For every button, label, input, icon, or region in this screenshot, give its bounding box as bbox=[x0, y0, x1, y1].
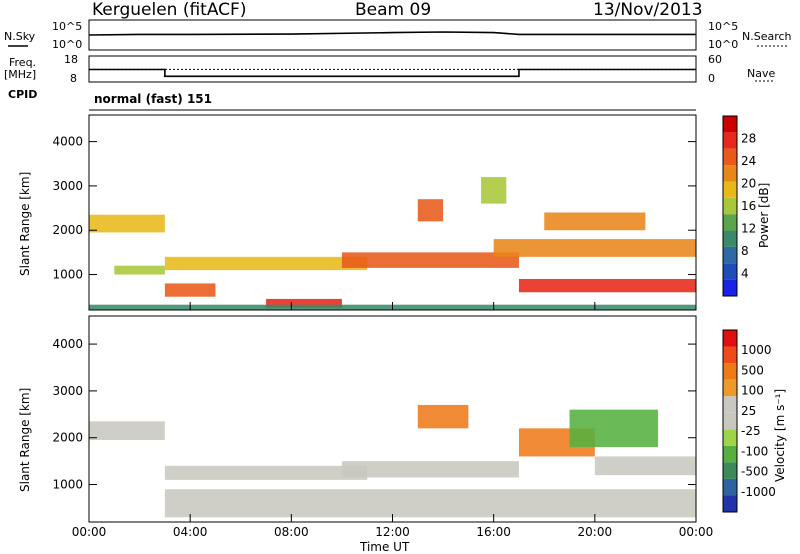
velocity-colorbar-cell bbox=[723, 330, 737, 347]
nsky-line bbox=[88, 31, 696, 36]
power-band-9 bbox=[481, 177, 507, 204]
power-colorbar-tick: 28 bbox=[741, 132, 756, 146]
velocity-colorbar-cell bbox=[723, 396, 737, 413]
velocity-colorbar-tick: -100 bbox=[741, 444, 768, 458]
velocity-colorbar-tick: 100 bbox=[741, 384, 764, 398]
nave-tick-bottom: 0 bbox=[708, 72, 715, 85]
x-tick-label: 04:00 bbox=[173, 525, 208, 539]
power-ytick-label: 3000 bbox=[52, 179, 83, 193]
date-title: 13/Nov/2013 bbox=[593, 0, 703, 20]
power-band-10 bbox=[544, 212, 646, 231]
freq-label: Freq. bbox=[9, 56, 37, 69]
beam-title: Beam 09 bbox=[355, 0, 432, 20]
velocity-colorbar-tick: 500 bbox=[741, 363, 764, 377]
velocity-colorbar-cell bbox=[723, 346, 737, 364]
x-tick-label: 00:00 bbox=[679, 525, 714, 539]
power-band-1 bbox=[114, 265, 165, 275]
velocity-band-6 bbox=[417, 404, 469, 429]
velocity-band-2 bbox=[164, 489, 696, 518]
freq-line bbox=[89, 68, 696, 78]
power-ytick-label: 4000 bbox=[52, 135, 83, 149]
nsearch-tick-bottom: 10^0 bbox=[708, 38, 739, 51]
power-colorbar-tick: 20 bbox=[741, 177, 756, 191]
nave-tick-top: 60 bbox=[708, 53, 722, 66]
power-band-4 bbox=[493, 239, 696, 257]
power-ytick-label: 2000 bbox=[52, 223, 83, 237]
x-tick-label: 16:00 bbox=[476, 525, 511, 539]
power-colorbar-frame bbox=[722, 115, 738, 297]
nsky-label: N.Sky bbox=[4, 30, 36, 43]
power-colorbar-cell bbox=[723, 148, 737, 166]
x-tick-label: 08:00 bbox=[274, 525, 309, 539]
velocity-colorbar-tick: -25 bbox=[741, 424, 761, 438]
velocity-band-5 bbox=[569, 409, 659, 448]
power-band-3 bbox=[341, 252, 519, 268]
velocity-colorbar-tick: -500 bbox=[741, 465, 768, 479]
velocity-colorbar-tick: 1000 bbox=[741, 343, 772, 357]
freq-tick-top: 18 bbox=[64, 53, 78, 66]
power-band-5 bbox=[518, 278, 696, 293]
power-colorbar-cell bbox=[723, 214, 737, 231]
velocity-colorbar-tick: -1000 bbox=[741, 485, 776, 499]
velocity-ytick-label: 1000 bbox=[52, 478, 83, 492]
velocity-colorbar-cell bbox=[723, 429, 737, 446]
power-colorbar-tick: 12 bbox=[741, 222, 756, 236]
x-tick-label: 12:00 bbox=[375, 525, 410, 539]
velocity-band-1 bbox=[164, 465, 368, 480]
velocity-band-3 bbox=[341, 461, 519, 478]
nsky-tick-bottom: 10^0 bbox=[52, 38, 83, 51]
x-tick-label: 20:00 bbox=[578, 525, 613, 539]
velocity-colorbar-cell bbox=[723, 412, 737, 430]
velocity-ytick-label: 4000 bbox=[52, 337, 83, 351]
power-band-7 bbox=[164, 283, 216, 297]
power-colorbar-tick: 16 bbox=[741, 199, 756, 213]
power-colorbar-cell bbox=[723, 165, 737, 182]
velocity-band-7 bbox=[594, 456, 696, 476]
site-title: Kerguelen (fitACF) bbox=[92, 0, 247, 20]
velocity-ytick-label: 3000 bbox=[52, 384, 83, 398]
power-band-0 bbox=[89, 214, 165, 233]
power-colorbar-cell bbox=[723, 116, 737, 133]
power-colorbar-cell bbox=[723, 197, 737, 215]
power-colorbar-tick: 8 bbox=[741, 244, 749, 258]
power-band-2 bbox=[164, 256, 368, 271]
power-colorbar-tick: 24 bbox=[741, 154, 756, 168]
velocity-colorbar-cell bbox=[723, 495, 737, 512]
nsearch-tick-top: 10^5 bbox=[708, 20, 739, 33]
power-colorbar-cell bbox=[723, 263, 737, 280]
velocity-colorbar-tick: 25 bbox=[741, 404, 756, 418]
velocity-colorbar-cell bbox=[723, 462, 737, 479]
power-colorbar-cell bbox=[723, 279, 737, 296]
power-colorbar-cell bbox=[723, 181, 737, 198]
power-band-8 bbox=[417, 199, 444, 222]
velocity-ytick-label: 2000 bbox=[52, 431, 83, 445]
velocity-colorbar-cell bbox=[723, 379, 737, 397]
velocity-band-0 bbox=[89, 421, 165, 441]
x-axis-label: Time UT bbox=[360, 540, 410, 554]
velocity-colorbar-frame bbox=[722, 329, 738, 513]
cpid-text: normal (fast) 151 bbox=[94, 92, 212, 106]
power-ytick-label: 1000 bbox=[52, 268, 83, 282]
velocity-colorbar-cell bbox=[723, 478, 737, 496]
nsky-tick-top: 10^5 bbox=[52, 20, 83, 33]
power-colorbar-cell bbox=[723, 132, 737, 149]
x-tick-label: 00:00 bbox=[72, 525, 107, 539]
nave-label: Nave bbox=[747, 67, 776, 80]
power-colorbar-cell bbox=[723, 246, 737, 264]
freq-unit-label: [MHz] bbox=[4, 68, 37, 81]
cpid-label: CPID bbox=[8, 88, 38, 101]
nsearch-label: N.Search bbox=[742, 30, 792, 43]
freq-tick-bottom: 8 bbox=[70, 72, 77, 85]
power-colorbar-tick: 4 bbox=[741, 267, 749, 281]
velocity-colorbar-cell bbox=[723, 445, 737, 463]
power-band-6 bbox=[266, 298, 342, 308]
power-colorbar-cell bbox=[723, 230, 737, 247]
velocity-colorbar-cell bbox=[723, 363, 737, 380]
